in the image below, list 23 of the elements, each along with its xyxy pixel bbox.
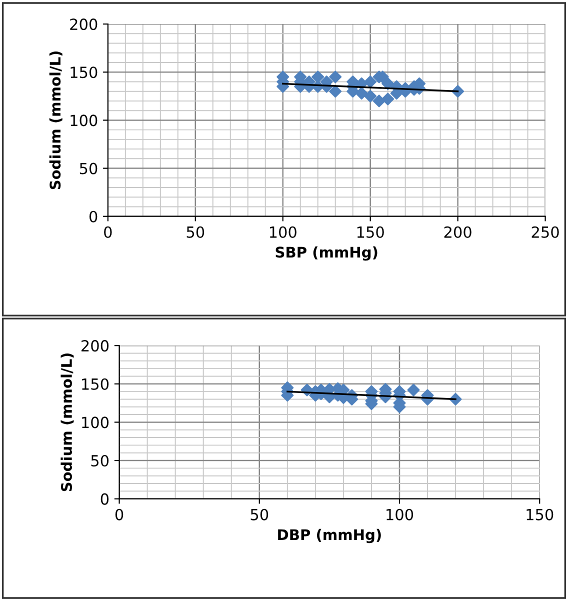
y-tick-label: 0 [100,493,109,505]
y-axis-title: Sodium (mmol/L) [49,51,62,190]
x-tick-label: 200 [444,226,472,238]
y-tick-label: 100 [82,416,109,428]
x-tick-label: 50 [250,508,268,520]
x-tick-label: 100 [270,226,296,238]
x-axis-title: DBP (mmHg) [278,528,381,544]
y-tick-label: 0 [89,210,98,222]
y-tick-label: 200 [82,340,109,352]
y-axis-title: Sodium (mmol/L) [60,353,74,492]
x-tick-label: 150 [357,226,384,238]
y-tick-label: 200 [70,18,98,30]
x-tick-label: 250 [532,226,559,238]
x-tick-label: 100 [386,508,414,520]
y-tick-label: 150 [70,66,98,78]
x-tick-label: 50 [186,226,204,238]
x-axis-title: SBP (mmHg) [276,246,378,261]
y-tick-label: 150 [82,378,109,390]
y-tick-label: 50 [80,162,98,174]
x-tick-label: 150 [526,508,554,520]
x-tick-label: 0 [115,508,124,520]
y-tick-label: 50 [91,454,109,467]
y-tick-label: 100 [70,114,98,126]
